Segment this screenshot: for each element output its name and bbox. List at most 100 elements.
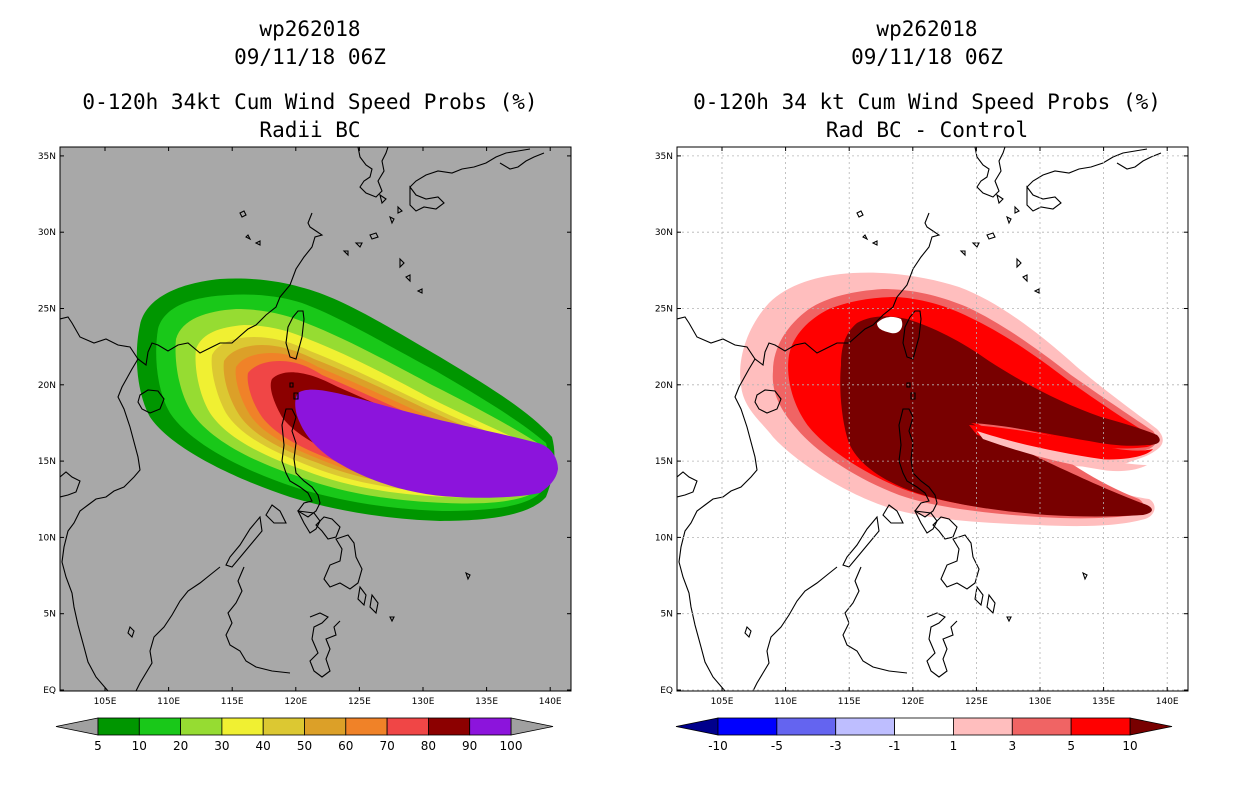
- left-colorbar-swatch: [345, 717, 388, 736]
- prob-band-90: [295, 389, 558, 498]
- left-lat-label: 35N: [38, 152, 56, 162]
- left-lon-label: 135E: [475, 697, 498, 707]
- left-lat-label: 10N: [38, 533, 56, 543]
- right-colorbar-label: 10: [1122, 739, 1137, 753]
- left-lat-label: 25N: [38, 305, 56, 315]
- right-subtitle: Rad BC - Control: [825, 118, 1029, 142]
- right-colorbar-label: 5: [1067, 739, 1075, 753]
- right-lon-label: 120E: [901, 697, 924, 707]
- right-lon-label: 135E: [1092, 697, 1115, 707]
- right-axis-ticks: [677, 147, 1188, 691]
- left-colorbar-label: 30: [214, 739, 229, 753]
- left-lon-labels: 105E 110E 115E 120E 125E 130E 135E 140E: [94, 697, 562, 707]
- right-colorbar-swatch: [894, 717, 954, 736]
- right-colorbar-swatch: [1011, 717, 1072, 736]
- left-colorbar-label: 5: [94, 739, 102, 753]
- left-colorbar-swatch: [304, 717, 347, 736]
- left-colorbar-label: 60: [338, 739, 353, 753]
- left-colorbar-label: 50: [297, 739, 312, 753]
- left-storm-id: wp262018: [259, 17, 361, 41]
- left-colorbar-swatch: [221, 717, 264, 736]
- left-colorbar-swatch: [138, 717, 182, 736]
- left-colorbar: 5 10 20 30 40 50 60 70 80 90 100: [55, 717, 554, 753]
- left-lat-label: 5N: [44, 610, 56, 620]
- right-lon-label: 115E: [838, 697, 861, 707]
- left-datetime: 09/11/18 06Z: [234, 45, 386, 69]
- right-colorbar-swatch: [835, 717, 895, 736]
- right-lat-label: 25N: [655, 305, 673, 315]
- left-lat-label: 15N: [38, 457, 56, 467]
- left-colorbar-swatch: [469, 717, 512, 736]
- left-lat-label: 30N: [38, 228, 56, 238]
- right-lat-label: EQ: [660, 686, 673, 696]
- left-colorbar-swatch: [180, 717, 223, 736]
- left-colorbar-label: 90: [462, 739, 477, 753]
- left-colorbar-label: 10: [132, 739, 147, 753]
- left-lon-label: 105E: [94, 697, 117, 707]
- right-lon-label: 105E: [711, 697, 734, 707]
- left-colorbar-label: 100: [500, 739, 523, 753]
- diff-wedge-1-3: [977, 431, 1147, 472]
- left-colorbar-label: 40: [256, 739, 271, 753]
- left-axis-ticks: [60, 147, 571, 691]
- left-lon-label: 110E: [157, 697, 180, 707]
- left-colorbar-swatch: [386, 717, 429, 736]
- right-storm-id: wp262018: [876, 17, 978, 41]
- right-title: 0-120h 34 kt Cum Wind Speed Probs (%): [693, 90, 1161, 114]
- right-lat-label: 35N: [655, 152, 673, 162]
- left-lat-labels: EQ 5N 10N 15N 20N 25N 30N 35N: [38, 152, 56, 696]
- right-lat-label: 20N: [655, 381, 673, 391]
- right-datetime: 09/11/18 06Z: [851, 45, 1003, 69]
- left-colorbar-swatch: [262, 717, 305, 736]
- right-lon-label: 125E: [965, 697, 988, 707]
- right-lat-label: 15N: [655, 457, 673, 467]
- right-colorbar-label: -10: [708, 739, 728, 753]
- left-colorbar-under: [55, 717, 99, 736]
- left-colorbar-swatch: [97, 717, 140, 736]
- diff-notch-white: [877, 316, 903, 334]
- left-colorbar-label: 20: [173, 739, 188, 753]
- left-lon-label: 140E: [539, 697, 562, 707]
- right-lat-label: 30N: [655, 228, 673, 238]
- right-difference-field: [740, 272, 1163, 527]
- left-lat-label: EQ: [43, 686, 56, 696]
- right-colorbar-label: -5: [771, 739, 783, 753]
- diff-tongue-5-10: [969, 425, 1153, 460]
- left-subtitle: Radii BC: [259, 118, 361, 142]
- left-colorbar-label: 70: [379, 739, 394, 753]
- left-lon-label: 125E: [348, 697, 371, 707]
- right-colorbar-label: 1: [950, 739, 958, 753]
- right-lon-label: 140E: [1156, 697, 1179, 707]
- right-lat-label: 10N: [655, 533, 673, 543]
- right-lon-labels: 105E 110E 115E 120E 125E 130E 135E 140E: [711, 697, 1179, 707]
- right-gridlines: [677, 147, 1188, 691]
- right-colorbar: -10 -5 -3 -1 1 3 5 10: [675, 717, 1173, 753]
- right-colorbar-over: [1129, 717, 1173, 736]
- right-colorbar-swatch: [717, 717, 778, 736]
- left-probability-field: [136, 278, 558, 521]
- left-colorbar-over: [510, 717, 554, 736]
- right-colorbar-swatch: [1070, 717, 1131, 736]
- right-lat-label: 5N: [661, 610, 673, 620]
- left-lon-label: 130E: [412, 697, 435, 707]
- right-lon-label: 130E: [1029, 697, 1052, 707]
- right-colorbar-swatch: [776, 717, 837, 736]
- right-colorbar-under: [675, 717, 719, 736]
- right-colorbar-label: -3: [830, 739, 842, 753]
- left-map-frame: [59, 146, 572, 692]
- left-lon-label: 115E: [221, 697, 244, 707]
- right-lon-label: 110E: [774, 697, 797, 707]
- diff-band-over-10: [840, 316, 1160, 517]
- left-title: 0-120h 34kt Cum Wind Speed Probs (%): [82, 90, 538, 114]
- right-map-frame: [676, 146, 1189, 692]
- left-lon-label: 120E: [284, 697, 307, 707]
- right-colorbar-swatch: [953, 717, 1013, 736]
- left-colorbar-swatch: [427, 717, 471, 736]
- left-lat-label: 20N: [38, 381, 56, 391]
- left-colorbar-label: 80: [421, 739, 436, 753]
- right-colorbar-label: -1: [889, 739, 901, 753]
- right-lat-labels: EQ 5N 10N 15N 20N 25N 30N 35N: [655, 152, 673, 696]
